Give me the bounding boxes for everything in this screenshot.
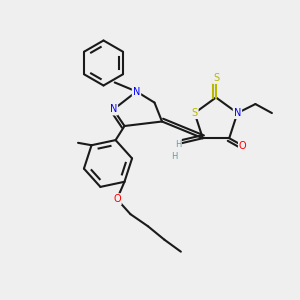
Text: H: H — [175, 140, 181, 149]
Text: O: O — [113, 194, 121, 204]
Text: N: N — [110, 104, 117, 115]
Text: O: O — [239, 141, 247, 151]
Text: N: N — [234, 108, 241, 118]
Text: S: S — [191, 108, 198, 118]
Text: N: N — [133, 86, 140, 97]
Text: H: H — [171, 152, 178, 161]
Text: S: S — [213, 73, 219, 83]
